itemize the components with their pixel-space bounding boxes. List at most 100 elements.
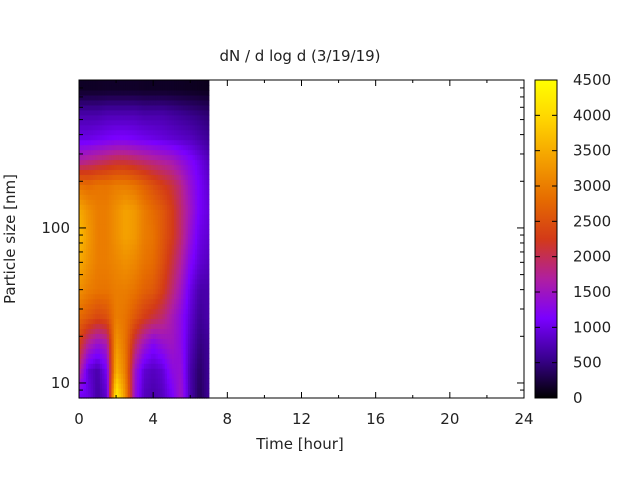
heatmap-cell	[197, 313, 201, 320]
heatmap-cell	[106, 298, 110, 305]
heatmap-cell	[104, 84, 108, 91]
heatmap-cell	[153, 358, 157, 364]
heatmap-cell	[141, 179, 145, 185]
heatmap-cell	[113, 288, 117, 295]
heatmap-cell	[164, 373, 168, 379]
heatmap-cell	[120, 164, 124, 171]
heatmap-cell	[134, 363, 138, 369]
heatmap-cell	[153, 333, 157, 339]
heatmap-cell	[83, 134, 87, 141]
heatmap-cell	[90, 338, 94, 344]
heatmap-cell	[102, 179, 106, 185]
heatmap-cell	[97, 328, 101, 335]
heatmap-cell	[167, 94, 170, 101]
heatmap-cell	[90, 253, 94, 260]
heatmap-cell	[148, 308, 152, 315]
heatmap-cell	[90, 293, 94, 300]
heatmap-cell	[90, 80, 94, 86]
heatmap-cell	[176, 149, 180, 156]
heatmap-cell	[194, 293, 198, 300]
heatmap-cell	[85, 383, 89, 389]
heatmap-cell	[83, 84, 87, 91]
heatmap-cell	[160, 338, 164, 344]
heatmap-cell	[160, 378, 164, 384]
heatmap-cell	[81, 288, 85, 295]
heatmap-cell	[88, 164, 92, 171]
heatmap-cell	[206, 308, 210, 315]
heatmap-cell	[102, 159, 106, 166]
heatmap-cell	[146, 293, 150, 300]
heatmap-cell	[88, 209, 92, 215]
heatmap-cell	[169, 273, 173, 280]
heatmap-cell	[192, 308, 196, 315]
heatmap-cell	[150, 298, 154, 305]
heatmap-cell	[143, 194, 147, 200]
heatmap-cell	[160, 323, 164, 330]
heatmap-cell	[169, 179, 173, 185]
heatmap-cell	[109, 323, 113, 330]
heatmap-cell	[118, 219, 122, 225]
heatmap-cell	[197, 134, 201, 141]
heatmap-cell	[109, 104, 113, 111]
heatmap-cell	[132, 248, 136, 255]
heatmap-cell	[123, 149, 126, 156]
heatmap-cell	[111, 258, 115, 265]
heatmap-cell	[167, 199, 170, 205]
heatmap-cell	[97, 303, 101, 310]
heatmap-cell	[129, 353, 133, 359]
heatmap-cell	[185, 363, 189, 369]
heatmap-cell	[206, 318, 210, 325]
heatmap-cell	[153, 298, 157, 305]
heatmap-cell	[192, 159, 196, 166]
heatmap-cell	[171, 293, 175, 300]
heatmap-cell	[167, 80, 170, 86]
heatmap-cell	[178, 129, 182, 136]
heatmap-cell	[162, 134, 166, 141]
heatmap-cell	[132, 149, 136, 156]
heatmap-cell	[116, 273, 119, 280]
heatmap-cell	[150, 119, 154, 126]
heatmap-cell	[167, 209, 170, 215]
heatmap-cell	[141, 84, 145, 91]
heatmap-cell	[120, 333, 124, 339]
heatmap-cell	[185, 149, 189, 156]
heatmap-cell	[157, 263, 161, 270]
heatmap-cell	[99, 378, 103, 384]
heatmap-cell	[194, 358, 198, 364]
heatmap-cell	[150, 84, 154, 91]
heatmap-cell	[160, 333, 164, 339]
heatmap-cell	[95, 234, 99, 240]
heatmap-cell	[85, 373, 89, 379]
heatmap-cell	[162, 308, 166, 315]
heatmap-cell	[99, 248, 103, 255]
heatmap-cell	[116, 114, 119, 121]
heatmap-cell	[192, 323, 196, 330]
heatmap-cell	[150, 179, 154, 185]
heatmap-cell	[111, 348, 115, 354]
heatmap-cell	[97, 373, 101, 379]
heatmap-cell	[129, 368, 133, 374]
heatmap-cell	[174, 214, 177, 220]
heatmap-cell	[136, 278, 140, 285]
heatmap-cell	[157, 388, 161, 394]
heatmap-cell	[125, 293, 129, 300]
heatmap-cell	[167, 343, 170, 349]
heatmap-cell	[136, 303, 140, 310]
heatmap-cell	[150, 253, 154, 260]
heatmap-cell	[99, 263, 103, 270]
heatmap-cell	[153, 388, 157, 394]
heatmap-cell	[143, 239, 147, 245]
heatmap-cell	[201, 129, 205, 136]
heatmap-cell	[85, 258, 89, 265]
heatmap-cell	[178, 94, 182, 101]
heatmap-cell	[97, 89, 101, 96]
heatmap-cell	[134, 104, 138, 111]
heatmap-cell	[125, 333, 129, 339]
heatmap-cell	[183, 114, 187, 121]
heatmap-cell	[132, 159, 136, 166]
heatmap-cell	[185, 89, 189, 96]
heatmap-cell	[99, 139, 103, 146]
heatmap-cell	[136, 154, 140, 161]
heatmap-cell	[192, 273, 196, 280]
heatmap-cell	[164, 99, 168, 106]
